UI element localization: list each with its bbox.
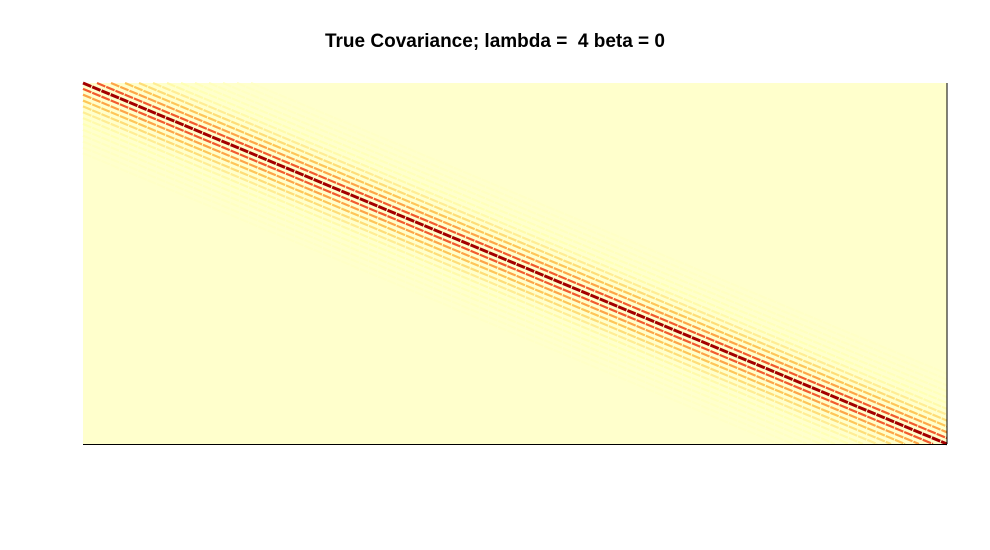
band-k-11 (82, 146, 794, 446)
band-k0 (82, 81, 948, 446)
band-k-6 (82, 117, 864, 446)
band-k5 (152, 81, 948, 416)
band-k12 (250, 81, 948, 375)
band-k7 (180, 81, 948, 405)
band-k-4 (82, 105, 892, 446)
band-k11 (236, 81, 948, 381)
band-k2 (110, 81, 948, 434)
band-k-8 (82, 128, 836, 446)
chart-title: True Covariance; lambda = 4 beta = 0 (324, 31, 666, 52)
band-k10 (222, 81, 948, 387)
band-k-1 (82, 87, 934, 446)
band-k-7 (82, 122, 850, 446)
band-k-12 (82, 152, 780, 446)
band-k-5 (82, 111, 878, 446)
band-k6 (166, 81, 948, 410)
band-k9 (208, 81, 948, 393)
band-k3 (124, 81, 948, 428)
band-k4 (138, 81, 948, 422)
band-k1 (96, 81, 948, 440)
band-k-9 (82, 134, 822, 446)
covariance-bands (82, 81, 948, 446)
band-k-10 (82, 140, 808, 446)
band-k-2 (82, 93, 920, 446)
band-k8 (194, 81, 948, 399)
band-k-3 (82, 99, 906, 446)
